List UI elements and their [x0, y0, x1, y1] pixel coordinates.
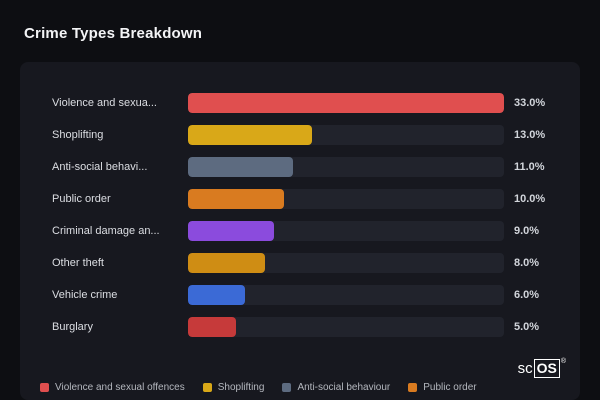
bar-row: Vehicle crime 6.0%: [52, 279, 564, 311]
bar-track: [188, 93, 504, 113]
legend-item[interactable]: Public order: [408, 382, 477, 393]
bar-track: [188, 253, 504, 273]
registered-mark-icon: ®: [560, 358, 566, 365]
category-label: Violence and sexua...: [52, 97, 157, 109]
bar[interactable]: [188, 317, 236, 337]
legend-label: Shoplifting: [217, 382, 265, 393]
logo-box: OS: [533, 359, 560, 378]
bar-row: Shoplifting 13.0%: [52, 119, 564, 151]
bar[interactable]: [188, 189, 284, 209]
value-label: 6.0%: [514, 289, 540, 301]
bar-rows: Violence and sexua... 33.0% Shoplifting 13.…: [52, 87, 564, 343]
legend-swatch-icon: [408, 383, 418, 392]
logo-text-prefix: sc: [517, 360, 533, 377]
chart-card: Violence and sexua... 33.0% Shoplifting 13.…: [20, 62, 580, 400]
bar-row: Public order 10.0%: [52, 183, 564, 215]
bar[interactable]: [188, 125, 313, 145]
bar[interactable]: [188, 285, 246, 305]
bar[interactable]: [188, 93, 504, 113]
category-label: Anti-social behavi...: [52, 161, 148, 173]
bar-row: Anti-social behavi... 11.0%: [52, 151, 564, 183]
legend-swatch-icon: [202, 383, 212, 392]
legend-label: Public order: [423, 382, 477, 393]
bar-track: [188, 125, 504, 145]
category-label: Public order: [52, 193, 111, 205]
scos-logo: sc OS ®: [517, 358, 566, 378]
value-label: 9.0%: [514, 225, 540, 237]
category-label: Criminal damage an...: [52, 225, 160, 237]
bar-track: [188, 157, 504, 177]
bar-row: Other theft 8.0%: [52, 247, 564, 279]
legend-swatch-icon: [282, 383, 292, 392]
bar-row: Violence and sexua... 33.0%: [52, 87, 564, 119]
value-label: 33.0%: [514, 97, 546, 109]
category-label: Vehicle crime: [52, 289, 118, 301]
bar-track: [188, 189, 504, 209]
legend-label: Violence and sexual offences: [55, 382, 185, 393]
page-title: Crime Types Breakdown: [24, 25, 203, 42]
legend-item[interactable]: Shoplifting: [202, 382, 265, 393]
legend-item[interactable]: Violence and sexual offences: [40, 382, 185, 393]
value-label: 11.0%: [514, 161, 545, 173]
bar[interactable]: [188, 221, 275, 241]
bar-row: Criminal damage an... 9.0%: [52, 215, 564, 247]
value-label: 10.0%: [514, 193, 546, 205]
value-label: 8.0%: [514, 257, 540, 269]
legend-label: Anti-social behaviour: [297, 382, 391, 393]
category-label: Burglary: [52, 321, 93, 333]
category-label: Other theft: [52, 257, 104, 269]
value-label: 5.0%: [514, 321, 540, 333]
legend-swatch-icon: [40, 383, 49, 392]
bar[interactable]: [188, 253, 265, 273]
legend-item[interactable]: Anti-social behaviour: [282, 382, 390, 393]
category-label: Shoplifting: [52, 129, 104, 141]
bar-track: [188, 317, 504, 337]
bar-row: Burglary 5.0%: [52, 311, 564, 343]
value-label: 13.0%: [514, 129, 546, 141]
bar-track: [188, 285, 504, 305]
bar[interactable]: [188, 157, 294, 177]
chart-legend: Violence and sexual offences Shoplifting A…: [40, 382, 477, 393]
bar-track: [188, 221, 504, 241]
